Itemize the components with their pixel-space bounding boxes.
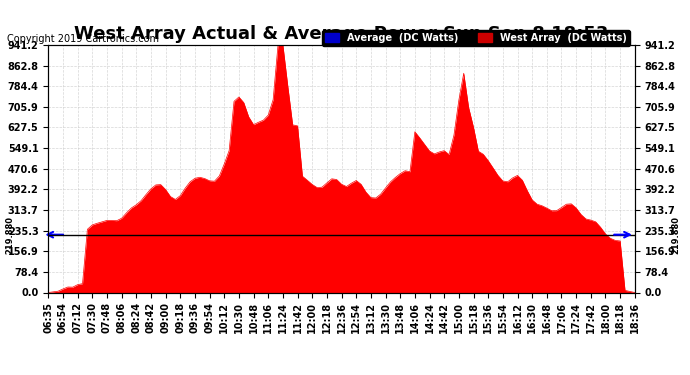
Legend: Average  (DC Watts), West Array  (DC Watts): Average (DC Watts), West Array (DC Watts…	[322, 30, 630, 46]
Text: 219.880: 219.880	[671, 216, 680, 254]
Text: Copyright 2019 Cartronics.com: Copyright 2019 Cartronics.com	[7, 34, 159, 44]
Title: West Array Actual & Average Power Sun Sep 8 18:53: West Array Actual & Average Power Sun Se…	[75, 26, 609, 44]
Text: 219.880: 219.880	[6, 216, 14, 254]
